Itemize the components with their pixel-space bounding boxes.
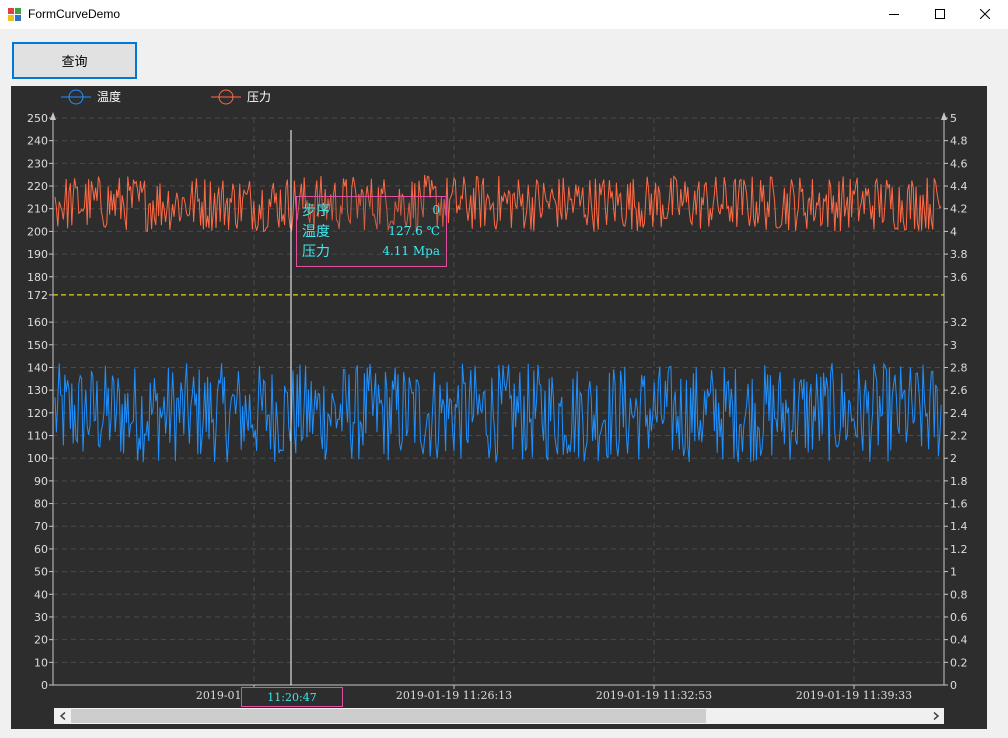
series-temperature — [54, 362, 942, 463]
y-tick-label-right: 4.2 — [950, 203, 968, 216]
tooltip-row-pressure: 压力 4.11 Mpa — [302, 241, 440, 261]
y-tick-label-right: 3 — [950, 339, 957, 352]
y-axis-right-arrow — [941, 112, 947, 120]
y-tick-label-right: 3.6 — [950, 271, 968, 284]
tooltip-label: 压力 — [302, 244, 330, 260]
y-tick-label-right: 0.4 — [950, 634, 968, 647]
legend-swatch-circle — [218, 89, 234, 105]
y-axis-left-arrow — [50, 112, 56, 120]
y-tick-label-right: 2 — [950, 452, 957, 465]
title-bar: FormCurveDemo — [0, 0, 1008, 29]
legend-label: 温度 — [97, 89, 121, 104]
horizontal-scrollbar[interactable] — [54, 708, 944, 724]
y-tick-label-right: 0.2 — [950, 656, 968, 669]
close-icon — [980, 9, 990, 19]
y-tick-label-right: 2.4 — [950, 407, 968, 420]
tooltip-value: 127.6 ℃ — [388, 224, 440, 238]
curve-chart[interactable]: 0102030405060708090100110120130140150160… — [11, 86, 987, 729]
scroll-thumb[interactable] — [71, 709, 706, 723]
y-tick-label-left: 180 — [27, 271, 48, 284]
y-tick-label-left: 140 — [27, 361, 48, 374]
y-tick-label-right: 0 — [950, 679, 957, 692]
legend-label: 压力 — [247, 90, 271, 104]
tooltip-value: 4.11 Mpa — [382, 244, 440, 258]
cursor-label-backdrop — [241, 687, 343, 707]
y-tick-label-left: 80 — [34, 498, 48, 511]
y-tick-label-left: 50 — [34, 566, 48, 579]
y-tick-label-left: 40 — [34, 588, 48, 601]
y-tick-label-left: 230 — [27, 157, 48, 170]
y-tick-label-right: 2.6 — [950, 384, 968, 397]
tooltip-value: 0 — [432, 203, 440, 217]
tooltip-label: 温度 — [302, 224, 330, 240]
y-tick-label-right: 2.2 — [950, 430, 968, 443]
tooltip-row-step: 步序 0 — [302, 200, 440, 220]
y-tick-label-left: 250 — [27, 112, 48, 125]
y-tick-label-left: 240 — [27, 135, 48, 148]
legend-swatch-circle — [68, 89, 84, 105]
chevron-right-icon — [933, 712, 939, 720]
close-button[interactable] — [962, 0, 1008, 29]
y-tick-label-right: 2.8 — [950, 361, 968, 374]
scroll-right-button[interactable] — [927, 708, 944, 724]
x-tick-label: 2019-01-19 11:26:13 — [396, 689, 512, 702]
query-button[interactable]: 查询 — [12, 42, 137, 79]
y-tick-label-left: 220 — [27, 180, 48, 193]
y-tick-label-left: 200 — [27, 225, 48, 238]
y-tick-label-right: 1 — [950, 566, 957, 579]
y-tick-label-right: 1.6 — [950, 498, 968, 511]
y-tick-label-left: 100 — [27, 452, 48, 465]
y-tick-label-right: 1.4 — [950, 520, 968, 533]
y-tick-label-left: 90 — [34, 475, 48, 488]
y-tick-label-left: 30 — [34, 611, 48, 624]
chart-panel[interactable]: 0 10 20 30 40 50 60 70 80 90 100 110 120 130 140 150 160… — [11, 86, 987, 729]
maximize-icon — [935, 9, 945, 19]
scroll-left-button[interactable] — [54, 708, 71, 724]
chevron-left-icon — [59, 712, 65, 720]
maximize-button[interactable] — [917, 0, 963, 29]
series-pressure — [54, 174, 942, 233]
y-tick-label-right: 4.6 — [950, 157, 968, 170]
y-tick-label-left: 60 — [34, 543, 48, 556]
y-tick-label-left: 120 — [27, 407, 48, 420]
minimize-button[interactable] — [871, 0, 917, 29]
y-tick-label-right: 4.8 — [950, 135, 968, 148]
y-tick-label-right: 5 — [950, 112, 957, 125]
y-tick-label-left: 150 — [27, 339, 48, 352]
x-tick-label: 2019-01-19 11:32:53 — [596, 689, 712, 702]
tooltip-row-temperature: 温度 127.6 ℃ — [302, 221, 440, 241]
window-title: FormCurveDemo — [28, 7, 121, 21]
y-tick-label-left: 110 — [27, 430, 48, 443]
y-tick-label-right: 4.4 — [950, 180, 968, 193]
y-tick-label-left: 70 — [34, 520, 48, 533]
y-tick-label-right: 1.2 — [950, 543, 968, 556]
y-tick-label-left: 160 — [27, 316, 48, 329]
y-tick-label-right: 1.8 — [950, 475, 968, 488]
cursor-time-label: 11:20:47 — [241, 687, 343, 707]
app-icon — [8, 8, 21, 21]
x-tick-label: 2019-01-19 11:39:33 — [796, 689, 912, 702]
tooltip-label: 步序 — [302, 203, 330, 219]
y-tick-label-right: 4 — [950, 225, 957, 238]
y-tick-label-left: 130 — [27, 384, 48, 397]
y-tick-label-right: 3.8 — [950, 248, 968, 261]
y-tick-label-left: 172 — [27, 289, 48, 302]
y-tick-label-left: 210 — [27, 203, 48, 216]
y-tick-label-left: 190 — [27, 248, 48, 261]
minimize-icon — [889, 14, 899, 15]
y-tick-label-left: 10 — [34, 656, 48, 669]
y-tick-label-left: 0 — [41, 679, 48, 692]
y-tick-label-right: 0.8 — [950, 588, 968, 601]
y-tick-label-right: 0.6 — [950, 611, 968, 624]
y-tick-label-left: 20 — [34, 634, 48, 647]
value-tooltip: 步序 0 温度 127.6 ℃ 压力 4.11 Mpa — [296, 196, 447, 267]
y-tick-label-right: 3.2 — [950, 316, 968, 329]
